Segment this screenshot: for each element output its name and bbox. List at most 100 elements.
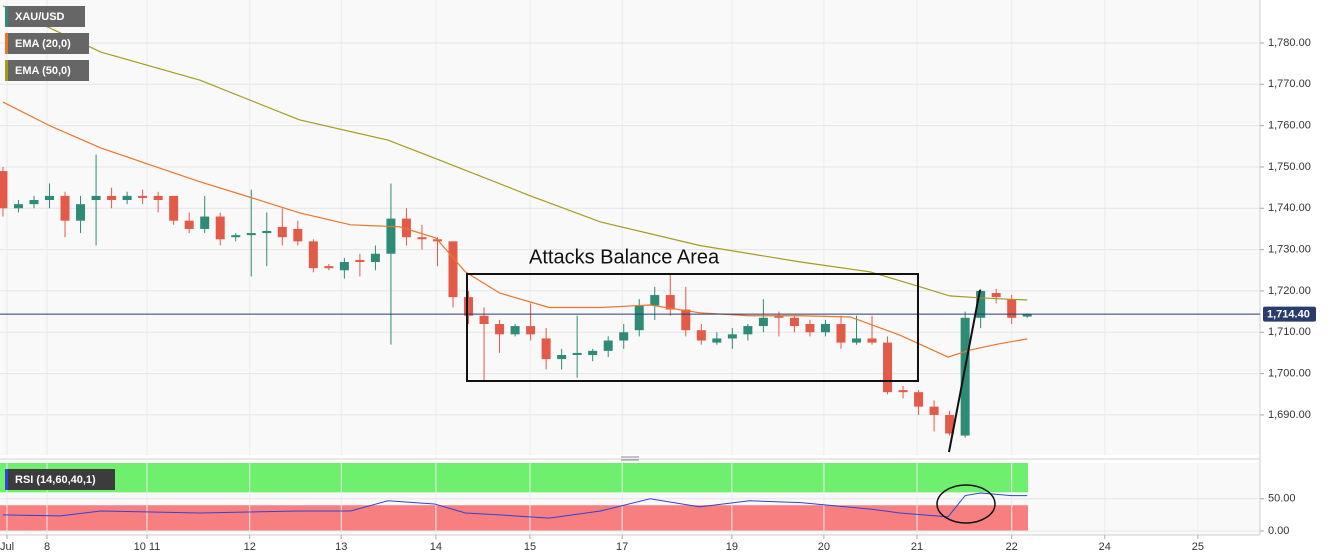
y-tick-label: 1,780.00 xyxy=(1268,37,1311,49)
candle-body xyxy=(231,235,241,238)
line-series xyxy=(2,492,1028,519)
candle-body xyxy=(169,195,179,221)
candle-body xyxy=(758,317,768,327)
x-tick-label: 12 xyxy=(244,541,256,553)
candle-body xyxy=(820,323,830,333)
trend-line xyxy=(948,289,981,453)
y-tick-label: 50.00 xyxy=(1268,493,1296,505)
legend-rsi: RSI (14,60,40,1) xyxy=(5,469,115,490)
candle-body xyxy=(184,220,194,229)
candle-body xyxy=(262,231,272,234)
y-tick-label: 0.00 xyxy=(1268,525,1289,537)
candle-body xyxy=(650,295,660,306)
candle-body xyxy=(1022,314,1032,317)
balance-area-box xyxy=(466,273,919,382)
candle-body xyxy=(293,228,303,242)
rsi-highlight xyxy=(936,484,996,524)
candle-body xyxy=(122,195,132,201)
x-tick-label: 20 xyxy=(818,541,830,553)
separator-handle xyxy=(621,456,639,461)
price-panel xyxy=(0,0,1260,455)
upper-zone xyxy=(0,463,1028,493)
candle-body xyxy=(479,315,489,324)
candle-body xyxy=(836,323,846,343)
x-tick-label: 8 xyxy=(44,541,50,553)
candle-body xyxy=(370,253,380,263)
y-tick-label: 1,760.00 xyxy=(1268,120,1311,132)
candle-body xyxy=(464,297,474,316)
annotation: Attacks Balance Area xyxy=(529,246,720,268)
candle-body xyxy=(1007,299,1017,318)
candle-body xyxy=(91,195,101,201)
candle-body xyxy=(510,326,520,335)
candle-body xyxy=(945,414,955,434)
candle-body xyxy=(13,204,23,209)
y-tick-label: 1,770.00 xyxy=(1268,78,1311,90)
candle-body xyxy=(153,195,163,201)
candle-body xyxy=(867,338,877,343)
y-tick-label: 1,740.00 xyxy=(1268,202,1311,214)
last-price-box xyxy=(1263,306,1316,322)
legend-title: XAU/USD xyxy=(15,11,65,23)
candle-body xyxy=(308,241,318,269)
legend-ema20: EMA (20,0) xyxy=(15,38,71,50)
legend-ema50: EMA (50,0) xyxy=(15,65,71,77)
candle-body xyxy=(401,218,411,238)
candle-body xyxy=(557,354,567,360)
candle-body xyxy=(107,195,117,201)
candle-body xyxy=(712,338,722,343)
candle-body xyxy=(495,323,505,335)
y-tick-label: 1,720.00 xyxy=(1268,285,1311,297)
x-tick-label: 15 xyxy=(524,541,536,553)
x-tick-label: Jul xyxy=(0,541,14,553)
candle-body xyxy=(200,216,210,229)
candle-body xyxy=(883,342,893,393)
candle-body xyxy=(727,334,737,339)
candle-body xyxy=(76,204,86,221)
candle-body xyxy=(805,323,815,333)
x-tick-label: 14 xyxy=(430,541,442,553)
y-tick-label: 1,710.00 xyxy=(1268,326,1311,338)
candle-body xyxy=(386,218,396,254)
y-tick-label: 1,690.00 xyxy=(1268,409,1311,421)
candle-body xyxy=(619,332,629,341)
x-tick-label: 13 xyxy=(335,541,347,553)
candle-body xyxy=(976,290,986,318)
y-tick-label: 1,750.00 xyxy=(1268,161,1311,173)
candle-body xyxy=(603,340,613,351)
candle-body xyxy=(665,295,675,310)
x-tick-label: 25 xyxy=(1192,541,1204,553)
candle-body xyxy=(417,237,427,240)
x-tick-label: 10 11 xyxy=(134,541,161,553)
candle-body xyxy=(355,259,365,263)
candle-body xyxy=(634,305,644,331)
x-tick-label: 22 xyxy=(1006,541,1018,553)
candle-body xyxy=(914,392,924,407)
x-tick-label: 19 xyxy=(726,541,738,553)
line-series xyxy=(2,5,1028,301)
candle-body xyxy=(852,338,862,343)
candle-body xyxy=(45,195,55,201)
x-tick-label: 21 xyxy=(911,541,923,553)
candle-body xyxy=(991,293,1001,298)
x-tick-label: 24 xyxy=(1099,541,1111,553)
candle-body xyxy=(588,350,598,355)
candle-body xyxy=(681,309,691,331)
legend-price: XAU/USD EMA (20,0) EMA (50,0) xyxy=(5,6,89,81)
candle-body xyxy=(277,226,287,238)
candle-body xyxy=(339,262,349,271)
candle-body xyxy=(246,233,256,236)
candle-body xyxy=(448,241,458,298)
candle-body xyxy=(60,195,70,221)
candle-body xyxy=(0,171,8,209)
candle-body xyxy=(960,317,970,436)
legend-rsi-name: RSI (14,60,40,1) xyxy=(15,474,96,486)
candle-body xyxy=(29,200,39,205)
candle-body xyxy=(743,326,753,335)
candle-body xyxy=(138,195,148,198)
x-tick-label: 17 xyxy=(616,541,628,553)
candle-body xyxy=(789,317,799,327)
candle-body xyxy=(526,326,536,335)
candle-body xyxy=(898,390,908,393)
